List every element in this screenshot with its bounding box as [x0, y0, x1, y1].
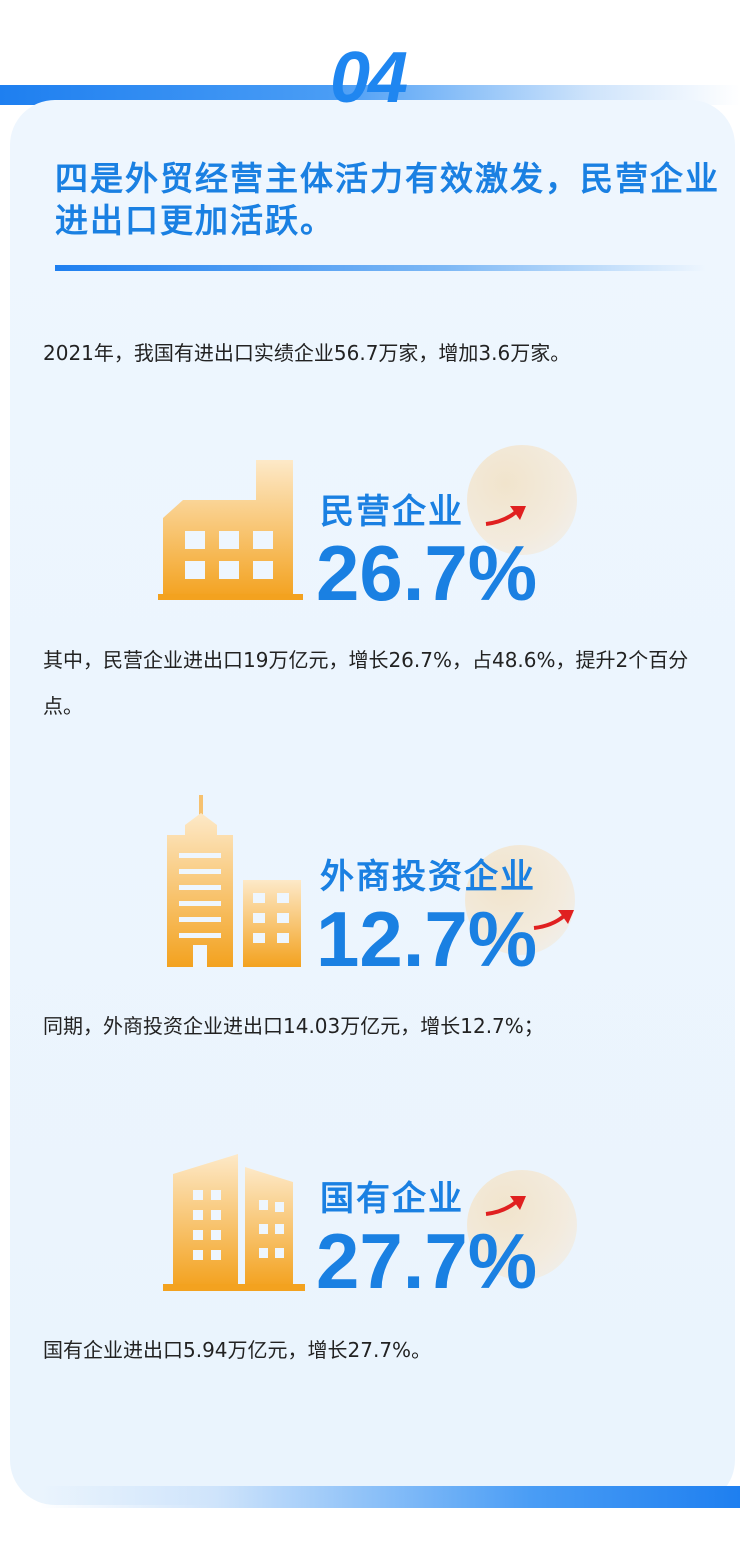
up-arrow-icon: [533, 910, 574, 930]
section-percent: 26.7%: [316, 529, 538, 617]
section-text: 其中，民营企业进出口19万亿元，增长26.7%，占48.6%，提升2个百分点。: [43, 648, 689, 718]
section-percent: 27.7%: [316, 1217, 538, 1305]
up-arrow-icon: [485, 1196, 526, 1216]
section-label: 国有企业: [320, 1179, 464, 1219]
content-card: [10, 100, 735, 1505]
section-number: 04: [330, 38, 408, 118]
intro-text: 2021年，我国有进出口实绩企业56.7万家，增加3.6万家。: [43, 341, 571, 365]
section-text: 同期，外商投资企业进出口14.03万亿元，增长12.7%；: [43, 1014, 544, 1038]
decor-circle: [467, 1170, 577, 1280]
section-title: 四是外贸经营主体活力有效激发，民营企业进出口更加活跃。: [55, 159, 720, 240]
section-label: 民营企业: [320, 492, 464, 532]
section-label: 外商投资企业: [320, 857, 536, 897]
bottom-decor-bar: [40, 1486, 740, 1508]
decor-circle: [467, 445, 577, 555]
title-divider: [55, 265, 705, 271]
decor-circle: [465, 845, 575, 955]
section-percent: 12.7%: [316, 895, 538, 983]
skyscraper-icon: [167, 795, 301, 967]
office-building-icon: [163, 1154, 305, 1291]
up-arrow-icon: [485, 506, 526, 526]
factory-icon: [158, 460, 303, 600]
section-text: 国有企业进出口5.94万亿元，增长27.7%。: [43, 1338, 432, 1362]
